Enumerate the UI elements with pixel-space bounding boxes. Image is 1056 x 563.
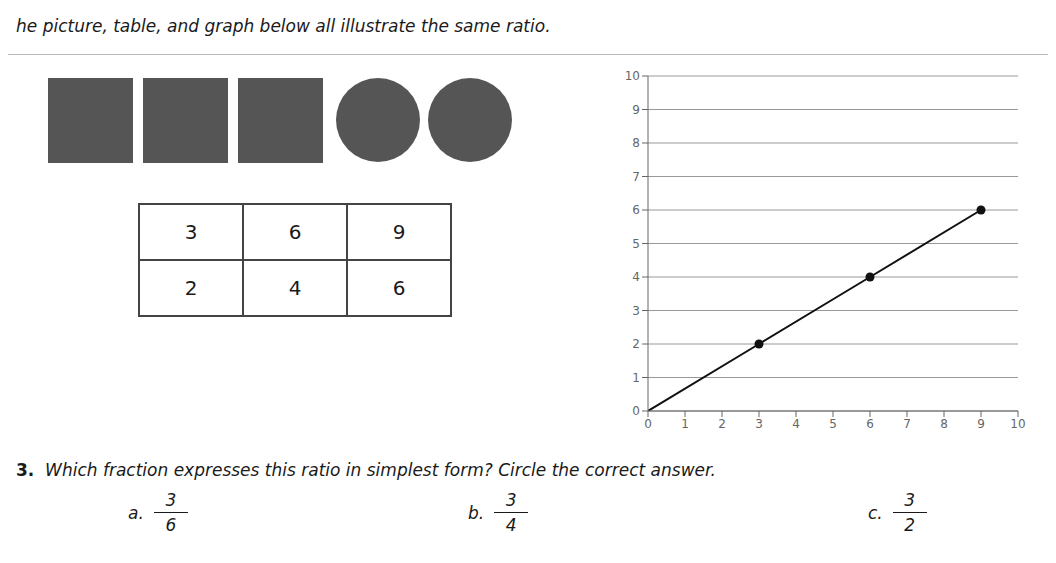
html-text:a.: a. xyxy=(128,502,144,523)
svg-text:4: 4 xyxy=(632,270,640,284)
svg-text:1: 1 xyxy=(681,417,689,431)
html-text:4: 4 xyxy=(288,276,302,300)
html-text:3: 3 xyxy=(165,490,177,510)
svg-text:10: 10 xyxy=(1010,417,1025,431)
html-text:c.: c. xyxy=(868,502,883,523)
html-text:3: 3 xyxy=(184,220,198,244)
svg-text:0: 0 xyxy=(644,417,652,431)
html-text:3: 3 xyxy=(904,490,916,510)
svg-text:2: 2 xyxy=(632,337,640,351)
html-text:2: 2 xyxy=(904,515,916,535)
svg-text:10: 10 xyxy=(625,69,640,83)
svg-text:9: 9 xyxy=(977,417,985,431)
html-text:b.: b. xyxy=(468,502,485,523)
svg-text:9: 9 xyxy=(632,103,640,117)
svg-text:5: 5 xyxy=(829,417,837,431)
html-text:3. Which fraction expresses th: 3. Which fraction expresses this ratio i… xyxy=(16,460,716,480)
svg-text:8: 8 xyxy=(632,136,640,150)
svg-text:6: 6 xyxy=(866,417,874,431)
svg-text:4: 4 xyxy=(792,417,800,431)
html-text:he picture, table, and graph b: he picture, table, and graph below all i… xyxy=(16,16,551,36)
svg-text:6: 6 xyxy=(632,203,640,217)
html-text:4: 4 xyxy=(505,515,517,535)
svg-text:3: 3 xyxy=(632,304,640,318)
svg-text:7: 7 xyxy=(903,417,911,431)
svg-text:7: 7 xyxy=(632,170,640,184)
html-text:9: 9 xyxy=(392,220,406,244)
svg-text:0: 0 xyxy=(632,404,640,418)
svg-text:5: 5 xyxy=(632,237,640,251)
svg-text:1: 1 xyxy=(632,371,640,385)
html-text:6: 6 xyxy=(392,276,406,300)
html-text:3: 3 xyxy=(505,490,517,510)
svg-text:8: 8 xyxy=(940,417,948,431)
html-text:6: 6 xyxy=(165,515,177,535)
svg-text:2: 2 xyxy=(718,417,726,431)
svg-text:3: 3 xyxy=(755,417,763,431)
html-text:6: 6 xyxy=(288,220,302,244)
html-text:2: 2 xyxy=(184,276,198,300)
